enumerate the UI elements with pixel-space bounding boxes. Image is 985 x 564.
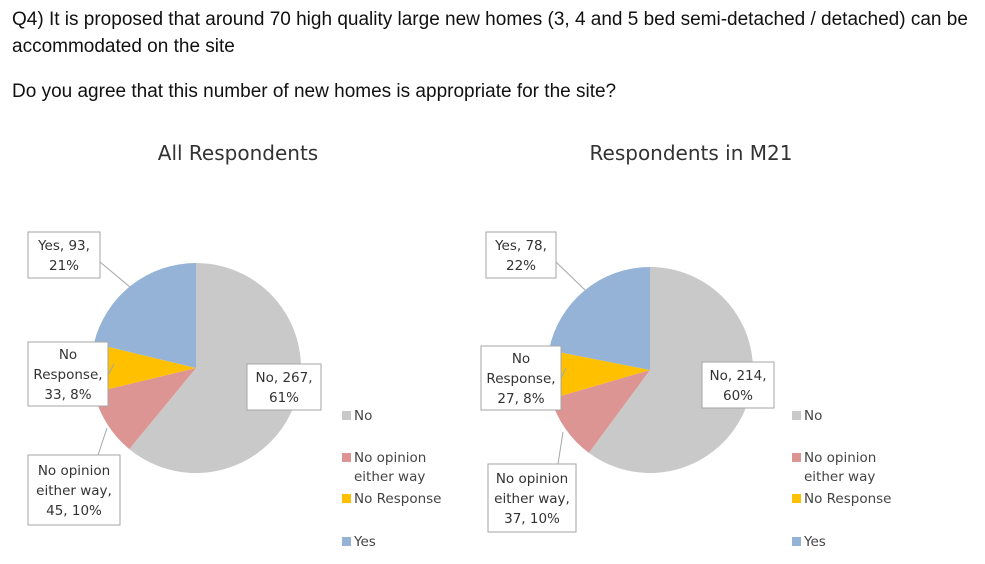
pie-slice-no-response (91, 343, 196, 393)
data-label-no: No, 267, 61% (246, 363, 322, 411)
label-text: 45, 10% (46, 503, 102, 519)
label-box (487, 463, 577, 533)
label-text: either way, (36, 483, 112, 499)
pie-slice-no-response (547, 350, 650, 399)
label-text: 22% (506, 258, 536, 274)
legend-label: No Response (804, 491, 892, 507)
leader-line (99, 261, 131, 288)
pie-slice-no (129, 263, 301, 473)
legend-swatch (792, 411, 801, 420)
label-text: Yes, 93, (37, 238, 90, 254)
legend-label: No (804, 408, 822, 424)
data-label-yes: Yes, 78, 22% (485, 231, 586, 291)
legend-item-yes: Yes (342, 534, 376, 550)
chart-title: Respondents in M21 (590, 141, 793, 165)
label-text: No (59, 347, 77, 363)
leader-line (107, 363, 115, 376)
label-text: No (512, 351, 530, 367)
data-label-yes: Yes, 93, 21% (27, 231, 131, 288)
leader-line (555, 261, 586, 291)
label-box (480, 345, 562, 411)
pie-slice-no-opinion (93, 368, 196, 450)
label-box (246, 363, 322, 411)
legend-label: No Response (354, 491, 442, 507)
legend-swatch (342, 494, 351, 503)
label-box (27, 231, 101, 279)
legend-item-no-opinion: No opinion either way (342, 450, 426, 485)
data-label-no-response: No Response, 33, 8% (27, 341, 115, 407)
legend-item-no-response: No Response (342, 491, 442, 507)
legend-item-no: No (792, 408, 822, 424)
label-box (701, 361, 775, 409)
pie-slice-no (588, 267, 753, 473)
legend-item-no: No (342, 408, 372, 424)
label-text: No opinion (496, 471, 568, 487)
label-text: No, 267, (256, 370, 313, 386)
label-text: 60% (723, 388, 753, 404)
legend-swatch (792, 537, 801, 546)
legend-swatch (792, 494, 801, 503)
legend-label: Yes (353, 534, 376, 550)
label-text: Response, (486, 371, 555, 387)
label-text: Yes, 78, (494, 238, 547, 254)
legend-label: either way (804, 469, 875, 485)
label-text: 33, 8% (44, 387, 91, 403)
question-text: Q4) It is proposed that around 70 high q… (12, 9, 968, 57)
label-text: 27, 8% (497, 391, 544, 407)
label-text: 37, 10% (504, 511, 560, 527)
data-label-no: No, 214, 60% (701, 361, 775, 409)
chart-title: All Respondents (158, 141, 318, 165)
legend-swatch (342, 453, 351, 462)
leader-line (557, 431, 564, 465)
legend-item-yes: Yes (792, 534, 826, 550)
pie-slice-no-opinion (551, 370, 650, 453)
label-text: either way, (494, 491, 570, 507)
label-text: No, 214, (710, 368, 767, 384)
label-box (485, 231, 557, 279)
legend-label: No opinion (354, 450, 426, 466)
legend-item-no-response: No Response (792, 491, 892, 507)
data-label-no-response: No Response, 27, 8% (480, 345, 567, 411)
legend-label: No (354, 408, 372, 424)
legend-swatch (342, 537, 351, 546)
label-text: 61% (269, 390, 299, 406)
legend-label: Yes (803, 534, 826, 550)
chart-all-respondents: All Respondents No, 267, 61% No opinion eith… (27, 141, 442, 550)
leader-line (560, 367, 567, 379)
pie-slice-yes (93, 263, 196, 368)
label-box (27, 454, 121, 526)
label-text: No opinion (38, 463, 110, 479)
data-label-no-opinion: No opinion either way, 45, 10% (27, 427, 121, 526)
legend-label: either way (354, 469, 425, 485)
leader-line (97, 427, 108, 456)
question-prompt: Do you agree that this number of new hom… (12, 81, 617, 102)
legend-swatch (342, 411, 351, 420)
label-text: 21% (49, 258, 79, 274)
legend-swatch (792, 453, 801, 462)
label-text: Response, (33, 367, 102, 383)
legend-item-no-opinion: No opinion either way (792, 450, 876, 485)
label-box (27, 341, 109, 407)
chart-respondents-m21: Respondents in M21 No, 214, 60% No opinion e… (480, 141, 892, 550)
legend-label: No opinion (804, 450, 876, 466)
pie-slice-yes (548, 267, 650, 370)
data-label-no-opinion: No opinion either way, 37, 10% (487, 431, 577, 533)
